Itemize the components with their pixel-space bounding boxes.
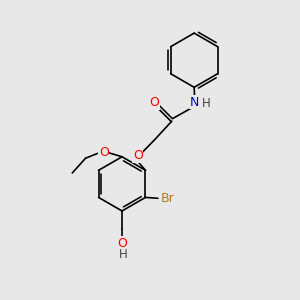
Text: Br: Br: [160, 192, 174, 206]
Text: H: H: [119, 248, 128, 261]
Text: H: H: [202, 97, 210, 110]
Text: O: O: [117, 237, 127, 250]
Text: O: O: [99, 146, 109, 159]
Text: N: N: [190, 95, 200, 109]
Text: O: O: [133, 149, 143, 162]
Text: O: O: [149, 96, 159, 109]
